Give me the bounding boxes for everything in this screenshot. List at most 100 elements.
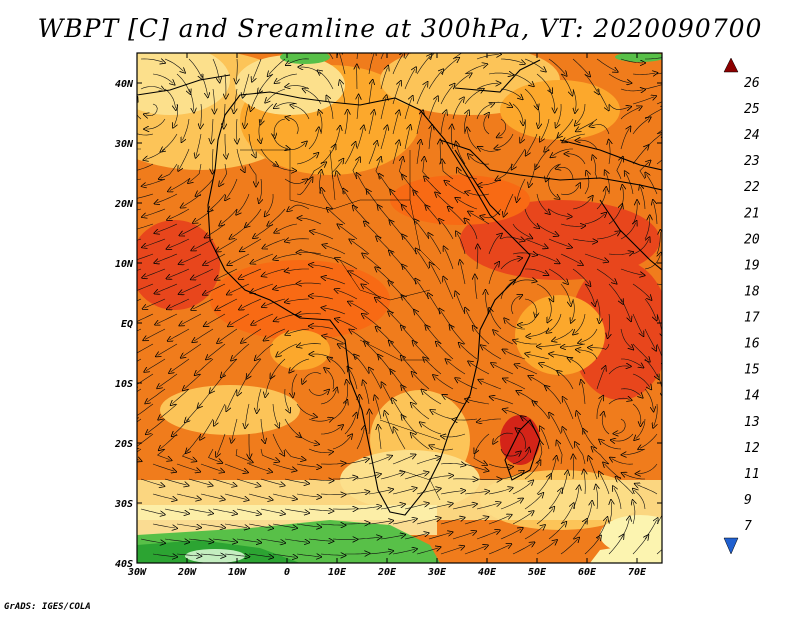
streamline [477,247,478,270]
streamline [195,208,214,222]
streamline [584,73,598,92]
streamline [560,539,578,555]
colorbar-label: 14 [744,389,760,404]
streamline [620,223,636,240]
streamline [596,189,606,210]
streamline [484,114,489,135]
streamline [428,98,437,120]
streamline [201,103,202,126]
streamline [252,283,274,292]
streamline [164,508,187,513]
streamline [291,358,310,371]
streamline [157,448,170,460]
streamline [266,373,274,395]
streamline [160,403,178,418]
streamline [146,358,166,371]
streamline [380,68,388,90]
colorbar-label: 12 [744,441,760,456]
colorbar-label: 19 [744,258,760,273]
streamline [287,239,310,241]
lat-tick-label: EQ [121,319,133,330]
streamline [275,283,298,289]
streamline [656,72,662,75]
streamline [639,162,649,180]
streamline [620,388,641,397]
streamline [476,55,499,60]
streamline [253,58,262,80]
streamline [392,54,403,75]
streamline [272,493,295,499]
streamline [576,444,586,465]
colorbar: 7 9 11 12 13 14 15 16 17 18 19 20 21 22 23 24 25 26 [723,57,760,555]
streamline [644,358,658,377]
streamline [584,537,600,555]
streamline [308,509,331,511]
streamline [260,418,265,441]
streamline [656,514,662,525]
streamline [644,388,653,409]
streamline [356,537,379,539]
streamline [193,238,214,250]
streamline [513,148,526,168]
streamline [168,268,190,278]
streamline [243,328,262,342]
streamline [356,356,370,375]
streamline [572,239,595,242]
streamline [319,112,322,135]
streamline [299,283,322,284]
streamline [200,73,208,95]
streamline [416,489,439,495]
streamline [572,521,586,540]
streamline [560,283,570,304]
streamline [480,178,502,185]
streamline [251,88,262,109]
streamline [236,508,259,514]
streamline [181,283,202,293]
streamline [147,388,166,402]
streamline [320,426,342,435]
streamline [536,541,555,555]
streamline [275,253,298,259]
streamline [563,343,586,347]
streamline [425,359,442,375]
streamline [356,428,364,450]
streamline [584,214,605,225]
streamline [614,488,622,510]
streamline [644,328,655,349]
streamline [469,156,490,165]
streamline [238,193,250,213]
streamline [608,73,629,83]
lon-tick-label: 50E [528,567,547,578]
streamline [392,83,400,105]
streamline [404,504,427,510]
streamline [464,491,487,494]
streamline [260,508,283,514]
streamline [340,82,346,105]
streamline [470,213,490,225]
streamline [137,223,154,230]
streamline [238,373,250,394]
map-title: WBPT [C] and Sreamline at 300hPa, VT: 20… [37,14,763,43]
streamline [176,493,199,499]
streamline [320,554,343,555]
streamline [145,328,166,339]
lon-tick-label: 10W [228,567,247,578]
streamline [164,58,184,71]
streamline [137,418,142,423]
streamline [656,313,662,336]
streamline [590,343,610,349]
streamline [429,235,442,255]
streamline [467,192,490,195]
streamline [479,419,501,422]
streamline [232,418,238,441]
streamline [536,508,553,525]
streamline [226,178,238,199]
streamline [528,328,550,336]
streamline [557,443,563,465]
streamline [200,523,223,527]
streamline [196,358,214,374]
streamline [200,554,223,556]
streamline [245,403,250,426]
streamline [488,516,510,525]
streamline [413,373,430,390]
